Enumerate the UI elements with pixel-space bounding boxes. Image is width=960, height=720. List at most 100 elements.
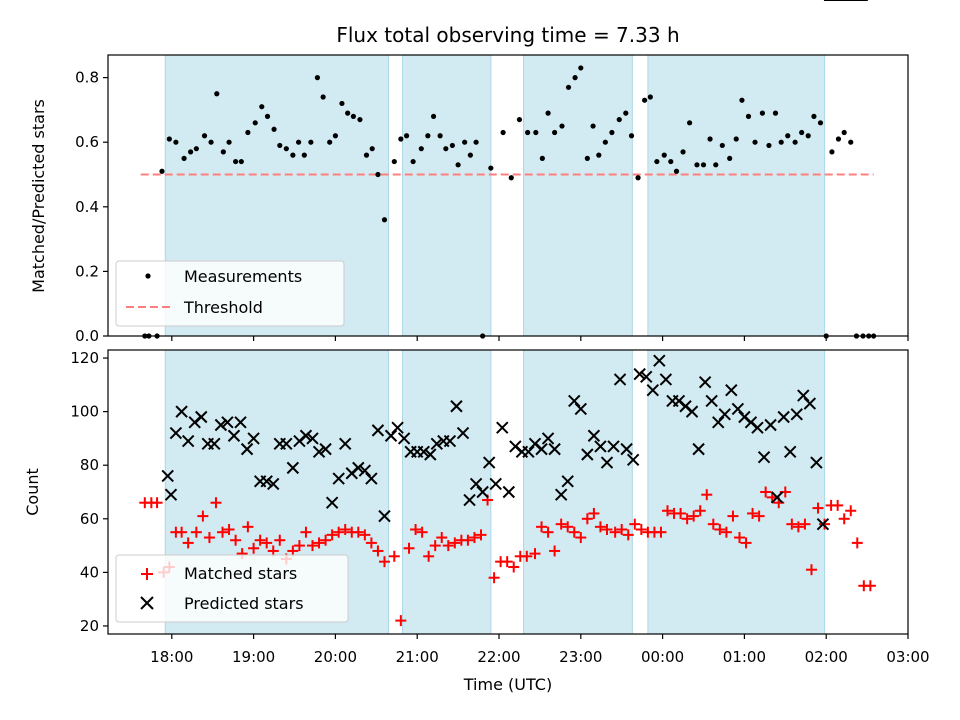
matched-point	[248, 542, 260, 554]
predicted-point	[797, 389, 810, 402]
predicted-point	[770, 491, 784, 504]
matched-point	[210, 497, 222, 509]
matched-point	[261, 537, 273, 549]
predicted-point	[384, 429, 398, 442]
measurement-point	[473, 139, 479, 145]
xtick-label: 20:00	[314, 648, 357, 666]
predicted-point	[339, 437, 352, 450]
matched-point	[242, 521, 254, 533]
bottom-shaded-interval	[647, 349, 826, 635]
measurement-point	[277, 142, 283, 149]
matched-point	[203, 532, 215, 544]
bottom-ytick-label: 40	[80, 563, 99, 581]
measurement-point	[759, 110, 765, 116]
bottom-shaded-interval	[401, 349, 492, 635]
predicted-point	[358, 464, 372, 477]
matched-point	[254, 534, 266, 546]
measurement-point	[320, 94, 326, 100]
matched-point	[568, 526, 580, 538]
measurement-point	[327, 139, 333, 145]
measurement-point	[545, 110, 551, 116]
predicted-point	[777, 410, 790, 424]
measurement-point	[181, 155, 187, 161]
matched-point	[190, 526, 202, 538]
legend-predicted-marker	[140, 596, 154, 610]
predicted-point	[476, 485, 489, 499]
measurement-point	[654, 158, 660, 165]
measurement-point	[455, 162, 461, 168]
measurement-point	[403, 133, 410, 139]
measurement-point	[752, 139, 758, 145]
predicted-point	[175, 405, 188, 418]
measurement-point	[398, 136, 404, 142]
measurement-point	[462, 139, 468, 145]
matched-point	[176, 526, 188, 538]
top-axes-frame	[107, 54, 909, 337]
matched-point	[442, 540, 454, 552]
measurement-point	[668, 158, 674, 165]
measurement-point	[295, 139, 302, 145]
matched-point	[217, 526, 229, 538]
top-legend: Measurements Threshold	[115, 260, 345, 327]
matched-point	[629, 518, 641, 530]
matched-point	[792, 521, 804, 533]
predicted-point	[548, 442, 561, 456]
top-y-ticks: 0.0 0.2 0.4 0.6 0.8	[75, 69, 108, 345]
bottom-y-axis-label: Count	[23, 468, 42, 516]
measurement-point	[590, 123, 596, 129]
predicted-point	[620, 442, 633, 456]
predicted-point	[247, 432, 260, 445]
bottom-matched-points	[139, 486, 876, 627]
predicted-point	[286, 461, 300, 475]
xtick-label: 03:00	[886, 648, 929, 666]
measurement-point	[173, 139, 179, 145]
predicted-point	[391, 421, 404, 434]
measurement-point	[214, 91, 220, 97]
top-legend-box	[115, 260, 345, 327]
predicted-point	[594, 440, 607, 453]
top-ytick-label: 0.6	[75, 133, 99, 151]
matched-point	[429, 540, 441, 552]
predicted-point	[607, 440, 620, 453]
predicted-point	[554, 488, 568, 501]
xtick-label: 00:00	[641, 648, 684, 666]
matched-point	[609, 526, 621, 538]
matched-point	[501, 556, 513, 568]
measurement-point	[410, 158, 416, 165]
matched-point	[508, 561, 520, 573]
predicted-point	[803, 397, 817, 410]
predicted-point	[450, 400, 463, 413]
measurement-point	[443, 146, 449, 152]
predicted-point	[169, 426, 183, 440]
measurement-point	[694, 162, 700, 168]
predicted-point	[633, 367, 646, 381]
matched-point	[313, 537, 325, 549]
x-axis-label: Time (UTC)	[463, 675, 552, 694]
measurement-point	[339, 100, 345, 107]
predicted-point	[456, 426, 470, 440]
predicted-point	[319, 442, 332, 456]
bottom-legend: Matched stars Predicted stars	[115, 554, 349, 623]
predicted-point	[718, 408, 731, 421]
matched-point	[655, 526, 667, 538]
predicted-point	[646, 383, 659, 397]
measurement-point	[533, 129, 539, 136]
matched-point	[588, 507, 600, 519]
predicted-point	[463, 493, 476, 507]
measurement-point	[350, 113, 356, 119]
matched-point	[864, 580, 876, 592]
measurement-point	[817, 120, 824, 126]
matched-point	[365, 537, 377, 549]
matched-point	[403, 542, 415, 554]
predicted-point	[613, 373, 627, 386]
predicted-point	[365, 472, 378, 485]
chart-title: Flux total observing time = 7.33 h	[336, 23, 679, 47]
measurement-point	[623, 110, 629, 116]
bottom-ytick-label: 120	[70, 349, 99, 367]
matched-point	[320, 534, 332, 546]
matched-point	[274, 534, 286, 546]
predicted-point	[764, 418, 777, 432]
predicted-point	[352, 461, 365, 475]
matched-point	[388, 550, 400, 562]
measurement-point	[391, 158, 397, 165]
